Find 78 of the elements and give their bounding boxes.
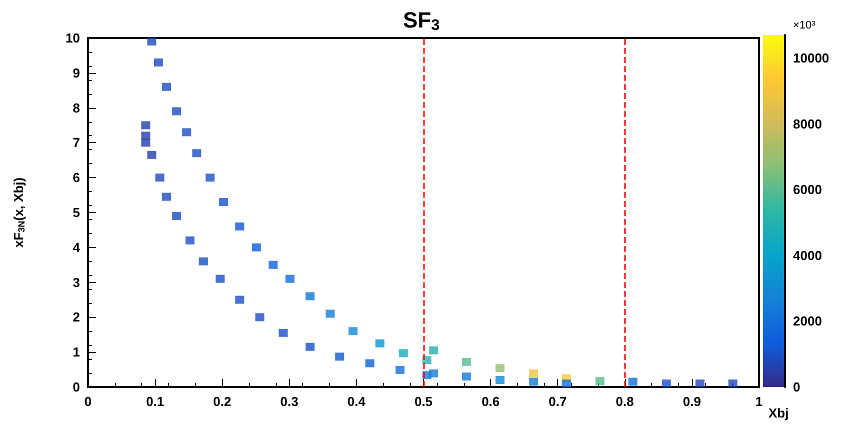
point	[398, 349, 408, 358]
y-tick-label: 3	[72, 274, 80, 290]
y-tick-label: 1	[72, 344, 80, 360]
color-bar-label: 4000	[793, 248, 822, 263]
point	[335, 352, 344, 361]
point	[182, 128, 192, 136]
point	[306, 342, 315, 351]
y-tick-label: 6	[72, 170, 80, 186]
x-tick-label: 0.8	[616, 394, 634, 409]
point	[285, 274, 294, 283]
x-axis-title: Xbj	[768, 406, 789, 420]
color-bar-label: 6000	[793, 182, 822, 198]
point	[235, 222, 244, 230]
point	[662, 380, 671, 388]
x-tick-label: 0.2	[213, 394, 232, 409]
point	[147, 37, 156, 46]
point	[462, 358, 471, 366]
color-bar-title: ×10³	[793, 20, 816, 32]
x-tick-label: 0.5	[414, 394, 433, 409]
point	[306, 292, 315, 300]
x-tick-label: 0.4	[347, 394, 366, 409]
point	[695, 380, 704, 388]
point	[255, 313, 264, 322]
point	[206, 174, 215, 182]
x-tick-label: 0	[84, 394, 92, 409]
color-bar-label: 0	[793, 380, 800, 394]
point	[141, 121, 150, 130]
point	[429, 346, 438, 354]
point	[147, 150, 156, 159]
point	[326, 310, 335, 318]
point	[154, 58, 163, 66]
point	[595, 377, 604, 386]
point	[172, 107, 182, 116]
point	[198, 257, 208, 266]
y-tick-label: 5	[72, 205, 80, 220]
color-bar-label: 2000	[793, 314, 822, 329]
point	[155, 174, 164, 182]
y-tick-label: 9	[72, 65, 80, 80]
y-tick-label: 10	[66, 30, 80, 46]
point	[268, 260, 278, 269]
color-bar-label: 8000	[793, 116, 822, 132]
point	[141, 138, 150, 147]
point	[728, 380, 738, 388]
color-bar-label: 10000	[793, 50, 830, 66]
point	[365, 359, 374, 368]
point	[375, 339, 384, 348]
point	[172, 212, 182, 220]
point	[396, 366, 405, 374]
x-tick-label: 0.7	[548, 394, 567, 409]
y-tick-label: 7	[72, 135, 80, 150]
point	[495, 376, 504, 384]
point	[252, 243, 261, 252]
y-tick-label: 0	[72, 380, 80, 394]
y-axis-title: xF3N(x, Xbj)	[10, 177, 26, 248]
point	[162, 82, 172, 91]
x-tick-label: 0.6	[482, 394, 500, 409]
point	[529, 378, 538, 386]
point	[219, 198, 228, 206]
point	[628, 378, 638, 386]
point	[235, 296, 244, 304]
x-tick-label: 0.3	[280, 394, 298, 409]
point	[348, 327, 358, 336]
point	[185, 236, 194, 244]
point	[216, 274, 225, 283]
point	[529, 369, 538, 378]
y-tick-label: 8	[72, 100, 80, 116]
point	[162, 192, 172, 201]
point	[429, 369, 438, 378]
y-tick-label: 4	[72, 240, 81, 255]
point	[462, 372, 471, 381]
point	[192, 149, 202, 158]
point	[278, 328, 288, 337]
point	[562, 380, 571, 388]
y-tick-label: 2	[72, 310, 80, 325]
x-tick-label: 1	[755, 394, 763, 409]
point	[495, 364, 504, 372]
x-tick-label: 0.9	[682, 394, 701, 409]
x-tick-label: 0.1	[146, 394, 164, 409]
